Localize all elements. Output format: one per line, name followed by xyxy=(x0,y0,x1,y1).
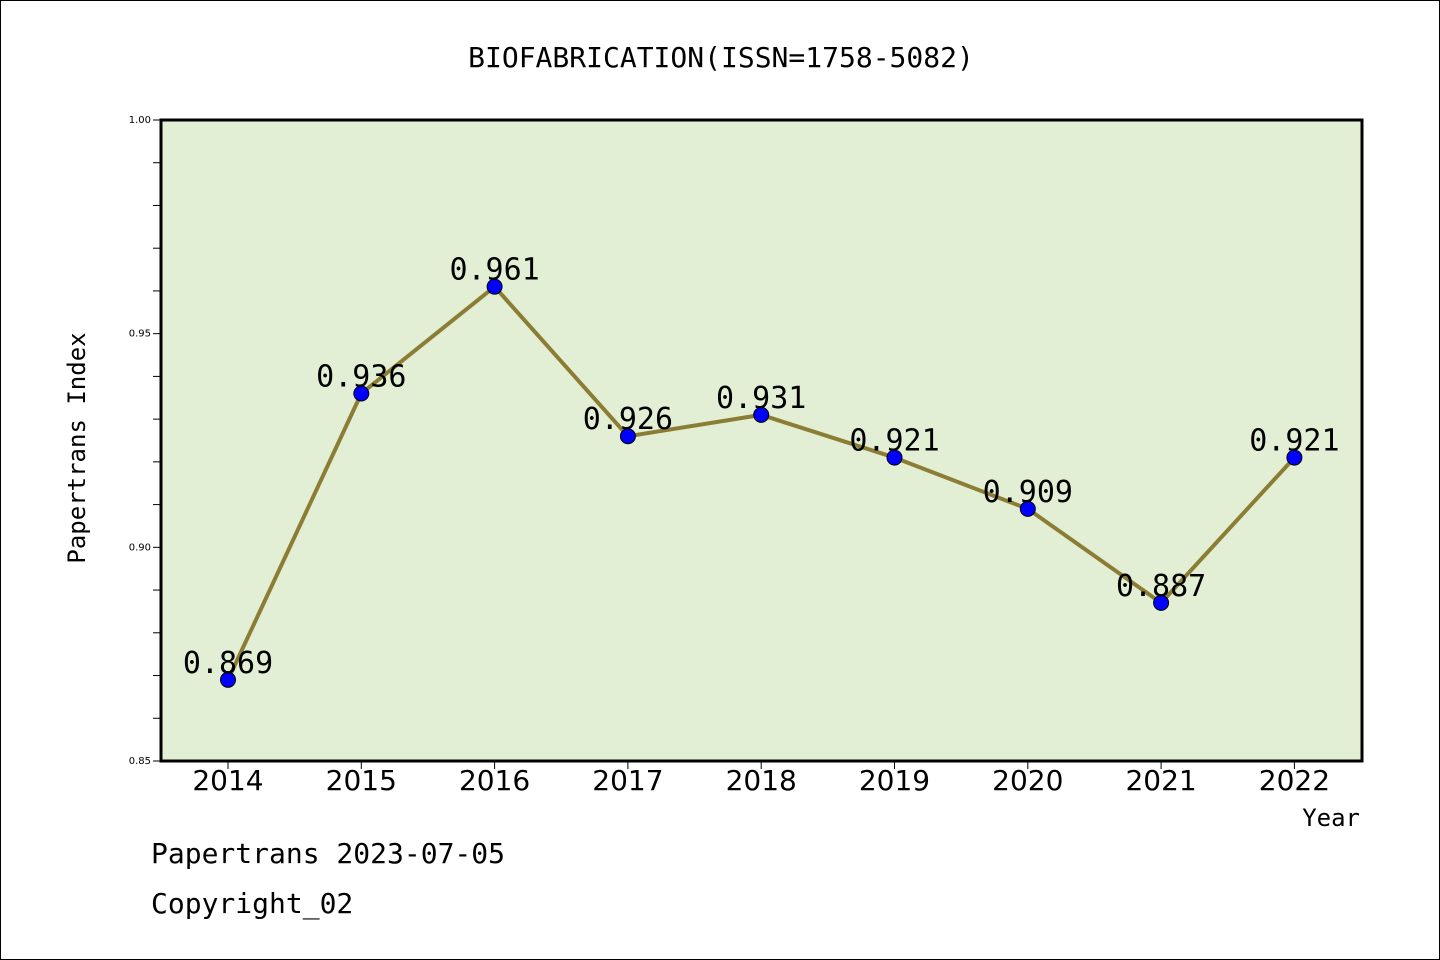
data-point xyxy=(353,385,370,402)
plot-area xyxy=(159,118,1364,763)
copyright-text: Copyright_02 xyxy=(151,887,354,920)
y-tick-label: 0.95 xyxy=(129,329,151,340)
data-label: 0.926 xyxy=(583,402,673,437)
source-date-text: Papertrans 2023-07-05 xyxy=(151,837,506,870)
x-tick-label: 2017 xyxy=(592,764,663,797)
data-point xyxy=(886,449,903,466)
x-tick-label: 2019 xyxy=(859,764,930,797)
data-label: 0.921 xyxy=(1249,424,1339,459)
x-tick-label: 2016 xyxy=(459,764,530,797)
y-axis-title: Papertrans Index xyxy=(63,332,91,563)
data-point xyxy=(1019,500,1036,517)
data-point xyxy=(1153,594,1170,611)
y-tick-label: 0.85 xyxy=(129,756,151,767)
x-tick-label: 2020 xyxy=(992,764,1063,797)
chart-title: BIOFABRICATION(ISSN=1758-5082) xyxy=(468,41,974,74)
x-tick-label: 2021 xyxy=(1125,764,1196,797)
x-tick-label: 2018 xyxy=(726,764,797,797)
data-point xyxy=(619,428,636,445)
y-axis: 0.85 0.90 0.95 1.00 xyxy=(129,115,161,767)
data-label: 0.921 xyxy=(849,424,939,459)
data-point xyxy=(486,278,503,295)
data-label: 0.887 xyxy=(1116,569,1206,604)
data-label: 0.869 xyxy=(183,646,273,681)
data-markers xyxy=(220,278,1303,688)
data-label: 0.936 xyxy=(316,359,406,394)
x-tick-label: 2022 xyxy=(1259,764,1330,797)
data-labels: 0.869 0.936 0.961 0.926 0.931 0.921 0.909 0.887… xyxy=(183,253,1340,681)
data-label: 0.931 xyxy=(716,381,806,416)
data-label: 0.961 xyxy=(449,253,539,288)
x-axis: 2014 2015 2016 2017 2018 2019 2020 2021 2022 xyxy=(192,761,1330,797)
data-label: 0.909 xyxy=(983,475,1073,510)
x-axis-title: Year xyxy=(1302,804,1360,832)
data-point xyxy=(220,671,236,688)
y-tick-label: 0.90 xyxy=(129,542,151,553)
y-tick-label: 1.00 xyxy=(129,115,151,126)
x-tick-label: 2014 xyxy=(192,764,263,797)
data-point xyxy=(753,406,770,423)
data-point xyxy=(1286,449,1303,466)
x-tick-label: 2015 xyxy=(326,764,397,797)
